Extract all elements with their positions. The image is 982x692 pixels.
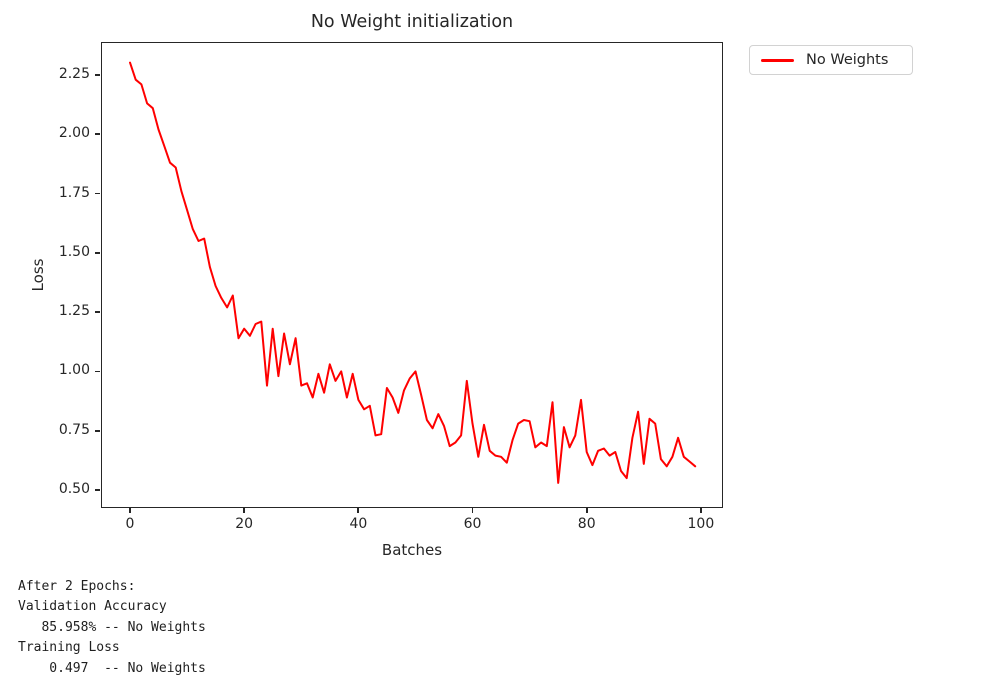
loss-plot [129, 61, 697, 484]
x-tick-label: 100 [687, 516, 715, 532]
x-tick-mark [243, 508, 246, 513]
x-tick-label: 20 [235, 516, 254, 532]
x-tick-label: 80 [577, 516, 596, 532]
legend-label: No Weights [806, 52, 889, 68]
x-tick-label: 0 [125, 516, 135, 532]
x-tick-mark [585, 508, 588, 513]
console-output: After 2 Epochs: Validation Accuracy 85.9… [18, 579, 206, 676]
chart-title: No Weight initialization [310, 12, 514, 32]
y-tick-label: 2.25 [58, 65, 90, 82]
x-tick-label: 60 [463, 516, 482, 532]
loss-line [129, 61, 697, 484]
y-tick-label: 1.50 [58, 243, 90, 260]
x-tick-mark [471, 508, 474, 513]
legend: No Weights [749, 45, 913, 75]
y-tick-mark [95, 133, 100, 136]
y-tick-mark [95, 251, 100, 254]
y-tick-mark [95, 311, 100, 313]
y-tick-mark [95, 429, 100, 432]
y-tick-mark [95, 370, 100, 373]
y-tick-label: 0.50 [58, 480, 90, 497]
x-tick-label: 40 [349, 516, 368, 532]
y-tick-label: 0.75 [58, 421, 90, 438]
x-tick-mark [357, 508, 360, 513]
y-tick-mark [95, 489, 100, 491]
y-tick-label: 1.00 [58, 362, 90, 379]
x-tick-mark [129, 508, 131, 513]
plot-area [101, 42, 723, 508]
y-tick-label: 1.25 [58, 303, 90, 320]
y-tick-mark [95, 74, 100, 76]
x-axis-label: Batches [381, 541, 443, 559]
legend-line-sample [761, 58, 794, 62]
y-tick-mark [95, 192, 100, 195]
x-tick-mark [700, 508, 702, 513]
y-tick-label: 2.00 [58, 125, 90, 142]
y-tick-label: 1.75 [58, 184, 90, 201]
